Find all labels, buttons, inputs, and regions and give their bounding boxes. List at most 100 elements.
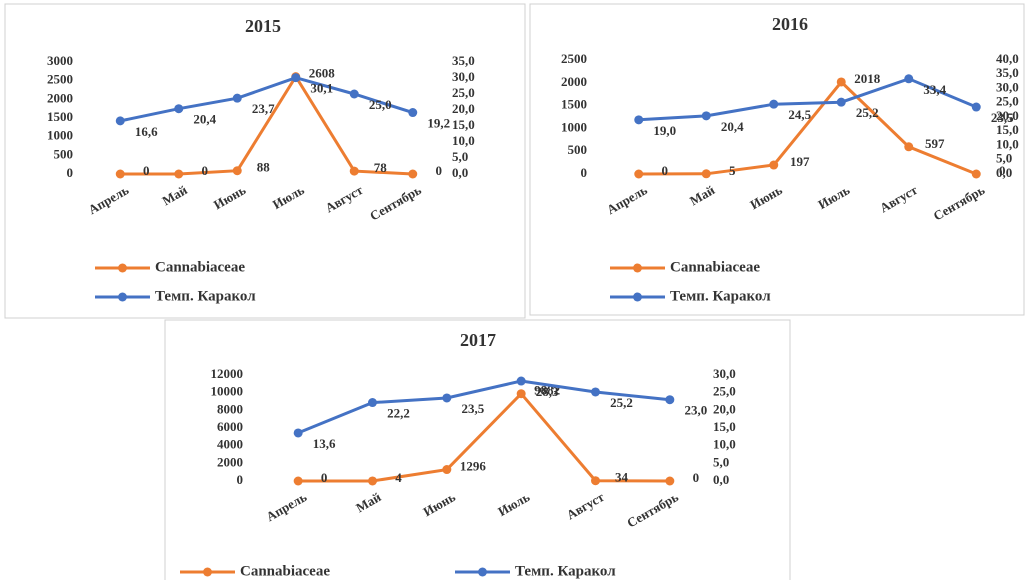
- y-tick-label: 1500: [561, 97, 587, 112]
- data-point: [442, 393, 452, 403]
- data-label: 23,7: [252, 101, 275, 116]
- x-tick-label: Июнь: [421, 489, 458, 519]
- y-tick-label: 10000: [211, 384, 244, 399]
- data-point: [971, 102, 981, 112]
- series-line: [638, 79, 977, 176]
- y2-tick-label: 25,0: [996, 94, 1019, 109]
- y-tick-label: 2500: [561, 51, 587, 66]
- data-point: [701, 111, 711, 121]
- data-point: [904, 142, 914, 152]
- data-label: 0: [321, 470, 328, 485]
- data-label: 0: [662, 163, 669, 178]
- data-point: [174, 169, 184, 179]
- data-label: 0: [436, 163, 443, 178]
- data-label: 33,4: [923, 82, 946, 97]
- data-label: 34: [615, 470, 629, 485]
- y-tick-label: 3000: [47, 53, 73, 68]
- data-point: [665, 395, 675, 405]
- chart-title: 2016: [772, 14, 808, 34]
- data-point: [232, 166, 242, 176]
- y2-tick-label: 20,0: [452, 101, 475, 116]
- data-point: [701, 169, 711, 179]
- y-tick-label: 500: [568, 142, 588, 157]
- x-tick-label: Май: [353, 489, 384, 515]
- data-label: 16,6: [135, 124, 158, 139]
- y2-tick-label: 40,0: [996, 51, 1019, 66]
- data-point: [368, 398, 377, 408]
- data-point: [349, 166, 359, 176]
- legend-label: Cannabiaceae: [155, 259, 245, 275]
- data-label: 19,0: [653, 123, 676, 138]
- legend-marker: [118, 292, 127, 302]
- y-tick-label: 0: [67, 165, 74, 180]
- legend-marker: [203, 567, 212, 577]
- y2-tick-label: 0,0: [452, 165, 468, 180]
- data-label: 2018: [854, 71, 881, 86]
- series-line: [638, 77, 977, 122]
- data-point: [634, 169, 644, 179]
- data-label: 20,4: [721, 119, 744, 134]
- data-label: 0: [202, 163, 209, 178]
- x-tick-label: Сентябрь: [624, 489, 681, 530]
- y-tick-label: 2000: [561, 74, 587, 89]
- y2-tick-label: 25,0: [452, 85, 475, 100]
- data-label: 25,2: [856, 105, 879, 120]
- data-label: 24,5: [788, 107, 811, 122]
- y2-tick-label: 35,0: [452, 53, 475, 68]
- data-label: 25,2: [610, 395, 633, 410]
- chart-frame: [529, 3, 1025, 316]
- data-label: 88: [257, 160, 271, 175]
- data-label: 28,3: [536, 384, 559, 399]
- x-tick-label: Апрель: [264, 489, 310, 524]
- data-label: 20,4: [193, 112, 216, 127]
- legend-marker: [633, 263, 642, 273]
- chart-frame: [4, 3, 526, 319]
- x-tick-label: Сентябрь: [931, 182, 988, 223]
- data-point: [368, 476, 377, 486]
- y2-tick-label: 5,0: [713, 454, 729, 469]
- chart-title: 2017: [460, 330, 496, 350]
- y2-tick-label: 5,0: [996, 151, 1012, 166]
- data-label: 1296: [460, 459, 487, 474]
- y-tick-label: 6000: [217, 419, 243, 434]
- y-tick-label: 2500: [47, 72, 73, 87]
- series-line: [120, 73, 413, 176]
- data-label: 13,6: [313, 436, 336, 451]
- y-tick-label: 0: [581, 165, 588, 180]
- y-tick-label: 1000: [47, 128, 73, 143]
- data-point: [836, 97, 846, 107]
- y2-tick-label: 30,0: [452, 69, 475, 84]
- y-tick-label: 500: [54, 146, 74, 161]
- y-tick-label: 1000: [561, 119, 587, 134]
- data-label: 4: [395, 470, 402, 485]
- data-label: 23,5: [461, 401, 484, 416]
- x-tick-label: Апрель: [604, 182, 650, 217]
- x-tick-label: Май: [687, 182, 718, 208]
- y-tick-label: 4000: [217, 437, 243, 452]
- data-label: 0: [693, 470, 700, 485]
- data-point: [349, 89, 359, 99]
- y2-tick-label: 25,0: [713, 384, 736, 399]
- y-tick-label: 2000: [217, 454, 243, 469]
- x-tick-label: Июнь: [211, 182, 248, 212]
- x-tick-label: Июнь: [747, 182, 784, 212]
- data-point: [174, 104, 184, 114]
- legend-label: Темп. Каракол: [515, 563, 616, 579]
- data-point: [591, 476, 600, 486]
- data-label: 23,0: [684, 403, 707, 418]
- data-point: [293, 428, 303, 438]
- y2-tick-label: 10,0: [713, 437, 736, 452]
- data-label: 30,1: [310, 81, 333, 96]
- data-label: 23,5: [991, 110, 1014, 125]
- legend-marker: [478, 567, 487, 577]
- data-label: 2608: [309, 66, 336, 81]
- data-label: 0: [999, 163, 1006, 178]
- data-point: [408, 169, 418, 179]
- y-tick-label: 12000: [211, 366, 244, 381]
- y2-tick-label: 15,0: [996, 122, 1019, 137]
- data-label: 22,2: [387, 406, 410, 421]
- data-point: [115, 116, 125, 126]
- y2-tick-label: 35,0: [996, 65, 1019, 80]
- data-label: 597: [925, 136, 945, 151]
- x-tick-label: Сентябрь: [367, 182, 424, 223]
